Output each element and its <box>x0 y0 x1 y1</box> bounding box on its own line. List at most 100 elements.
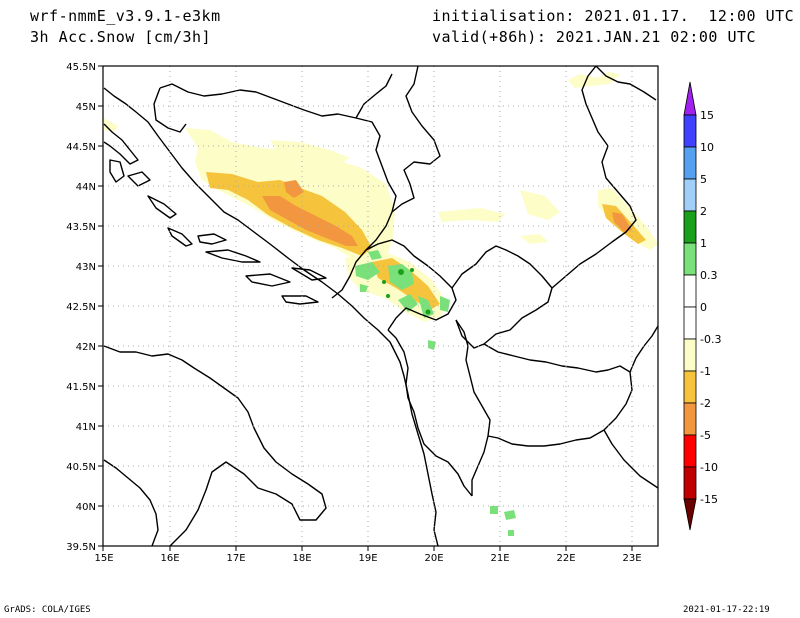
border-romania <box>595 66 657 101</box>
snow-area-topright-light <box>568 72 620 88</box>
tick-marks <box>98 65 633 551</box>
island-hvar <box>205 249 261 263</box>
lat-label: 42N <box>76 342 96 353</box>
colorbar <box>683 81 697 531</box>
island-krk <box>127 171 151 187</box>
lat-label: 42.5N <box>66 302 96 313</box>
colorbar-label: 5 <box>700 173 707 186</box>
footer-credit: GrADS: COLA/IGES <box>4 605 91 615</box>
colorbar-swatch-m10 <box>683 466 697 500</box>
colorbar-label: 10 <box>700 141 714 154</box>
green-area-11 <box>508 530 514 536</box>
border-albania <box>387 329 473 497</box>
snow-area-dinaric-heavy <box>262 196 358 246</box>
coastline-east-adriatic <box>103 87 439 546</box>
colorbar-label: -2 <box>700 397 711 410</box>
border-serbia-east <box>551 66 637 289</box>
snow-field-positive-strong <box>382 268 431 315</box>
lon-label: 18E <box>292 553 311 564</box>
island-pag <box>147 195 177 219</box>
snow-area-east-heavy <box>612 212 632 232</box>
colorbar-swatch-5 <box>683 178 697 212</box>
snow-area-east-light <box>598 188 658 250</box>
lat-label: 40N <box>76 502 96 513</box>
island-korcula <box>245 273 291 287</box>
border-kosovo <box>451 245 553 349</box>
snow-field <box>104 72 658 536</box>
colorbar-label: -5 <box>700 429 711 442</box>
colorbar-label: 2 <box>700 205 707 218</box>
island-mljet <box>281 295 319 305</box>
lon-label: 20E <box>424 553 443 564</box>
colorbar-swatch-m5 <box>683 434 697 468</box>
lat-label: 41N <box>76 422 96 433</box>
colorbar-label: -10 <box>700 461 718 474</box>
green-area-4 <box>398 294 418 312</box>
lon-label: 23E <box>622 553 641 564</box>
colorbar-swatch-m2 <box>683 402 697 436</box>
lat-label: 43N <box>76 262 96 273</box>
green-area-2 <box>368 250 382 260</box>
snow-area-bosnia-heavy <box>284 180 304 198</box>
grid <box>103 66 658 546</box>
lon-labels: 15E 16E 17E 18E 19E 20E 21E 22E 23E <box>94 553 641 564</box>
lat-label: 45.5N <box>66 62 96 73</box>
green-spot-5 <box>425 309 431 315</box>
snow-field-medium <box>206 172 646 310</box>
model-title: wrf-nmmE_v3.9.1-e3km <box>30 7 221 25</box>
lon-label: 19E <box>358 553 377 564</box>
border-bulgaria <box>629 325 658 373</box>
colorbar-swatch-1 <box>683 242 697 276</box>
green-area-10 <box>504 510 516 520</box>
colorbar-swatch-m1 <box>683 370 697 404</box>
snow-area-west-light <box>104 118 118 132</box>
colorbar-swatch-03 <box>683 274 697 308</box>
footer-timestamp: 2021-01-17-22:19 <box>683 605 770 615</box>
snow-area-north-light <box>270 140 350 165</box>
green-spot-2 <box>410 268 414 272</box>
island-dugi <box>167 227 193 247</box>
lon-label: 21E <box>490 553 509 564</box>
colorbar-label: 1 <box>700 237 707 250</box>
border-serbia-west <box>391 66 441 213</box>
green-area-7 <box>360 284 368 292</box>
border-macedonia <box>483 343 633 447</box>
island-brac <box>197 233 227 245</box>
colorbar-label: 15 <box>700 109 714 122</box>
colorbar-label: -0.3 <box>700 333 721 346</box>
snow-area-ne-light <box>520 190 560 220</box>
snow-area-serbia-light <box>438 208 505 222</box>
snow-field-light <box>104 72 658 322</box>
colorbar-swatch-0 <box>683 306 697 340</box>
lat-label: 44.5N <box>66 142 96 153</box>
green-spot-3 <box>382 280 386 284</box>
colorbar-label: -1 <box>700 365 711 378</box>
colorbar-top-arrow <box>683 81 697 116</box>
green-spot-1 <box>398 269 404 275</box>
initialisation-time: initialisation: 2021.01.17. 12:00 UTC <box>432 7 795 25</box>
border-bosnia <box>159 83 397 299</box>
colorbar-label: 0.3 <box>700 269 718 282</box>
lat-label: 43.5N <box>66 222 96 233</box>
colorbar-labels: 15 10 5 2 1 0.3 0 -0.3 -1 -2 -5 -10 -15 <box>700 109 721 506</box>
green-area-6 <box>440 296 450 312</box>
green-area-9 <box>490 506 498 514</box>
colorbar-bottom-arrow <box>683 498 697 531</box>
lon-label: 22E <box>556 553 575 564</box>
lon-label: 15E <box>94 553 113 564</box>
border-croatia-north <box>153 87 187 133</box>
lat-label: 39.5N <box>66 542 96 553</box>
snow-area-central-light <box>520 234 548 244</box>
border-greece <box>603 429 658 489</box>
coastline-italy-heel <box>103 459 159 546</box>
coastline-italy <box>103 345 327 546</box>
colorbar-swatch-2 <box>683 210 697 244</box>
lat-label: 44N <box>76 182 96 193</box>
map-frame <box>102 65 659 547</box>
island-cres <box>109 159 125 183</box>
colorbar-label: -15 <box>700 493 718 506</box>
colorbar-swatch-15 <box>683 114 697 148</box>
green-area-8 <box>428 340 436 350</box>
colorbar-label: 0 <box>700 301 707 314</box>
